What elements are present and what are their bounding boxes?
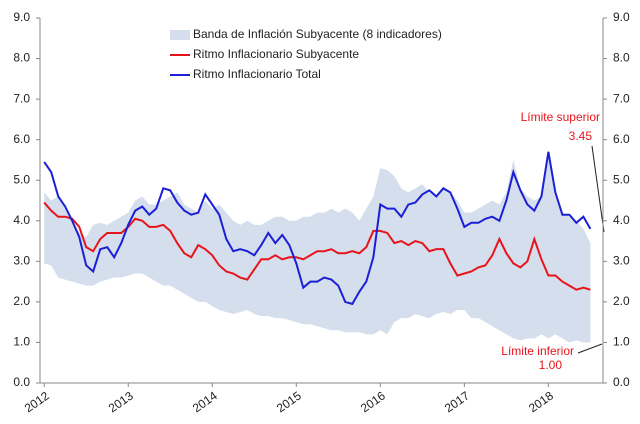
y2-tick-label: 6.0 xyxy=(613,132,630,146)
y-tick-label: 2.0 xyxy=(13,294,30,308)
annotation: 1.00 xyxy=(539,358,563,372)
annotation-leader xyxy=(591,145,605,233)
y2-tick-label: 7.0 xyxy=(613,91,630,105)
annotation: Límite inferior xyxy=(501,344,574,358)
annotation: 3.45 xyxy=(569,129,593,143)
y-tick-label: 4.0 xyxy=(13,213,30,227)
x-tick-label: 2017 xyxy=(442,388,472,415)
y2-tick-label: 8.0 xyxy=(613,51,630,65)
line xyxy=(43,201,591,291)
y-tick-label: 3.0 xyxy=(13,254,30,268)
legend-label: Ritmo Inflacionario Total xyxy=(193,67,321,81)
y2-tick-label: 9.0 xyxy=(613,10,630,24)
x-tick-label: 2014 xyxy=(190,388,220,415)
legend-label: Ritmo Inflacionario Subyacente xyxy=(193,47,359,61)
annotation-leader xyxy=(577,343,603,354)
y2-tick-label: 1.0 xyxy=(613,335,630,349)
x-tick-label: 2012 xyxy=(22,388,52,415)
x-tick-label: 2016 xyxy=(358,388,388,415)
line xyxy=(43,151,592,306)
y-tick-label: 6.0 xyxy=(13,132,30,146)
y-tick-label: 8.0 xyxy=(13,51,30,65)
y-tick-label: 5.0 xyxy=(13,172,30,186)
y-tick-label: 7.0 xyxy=(13,91,30,105)
y-tick-label: 9.0 xyxy=(13,10,30,24)
y-tick-label: 0.0 xyxy=(13,375,30,389)
y-tick-label: 1.0 xyxy=(13,335,30,349)
annotation: Límite superior xyxy=(521,110,600,124)
x-tick-label: 2015 xyxy=(274,388,304,415)
x-tick-label: 2013 xyxy=(106,388,136,415)
y2-tick-label: 3.0 xyxy=(613,254,630,268)
legend-swatch xyxy=(170,30,190,40)
y2-tick-label: 2.0 xyxy=(613,294,630,308)
y2-tick-label: 5.0 xyxy=(613,172,630,186)
x-tick-label: 2018 xyxy=(526,388,556,415)
band xyxy=(44,155,591,343)
y2-tick-label: 0.0 xyxy=(613,375,630,389)
y2-tick-label: 4.0 xyxy=(613,213,630,227)
legend-label: Banda de Inflación Subyacente (8 indicad… xyxy=(193,27,442,41)
